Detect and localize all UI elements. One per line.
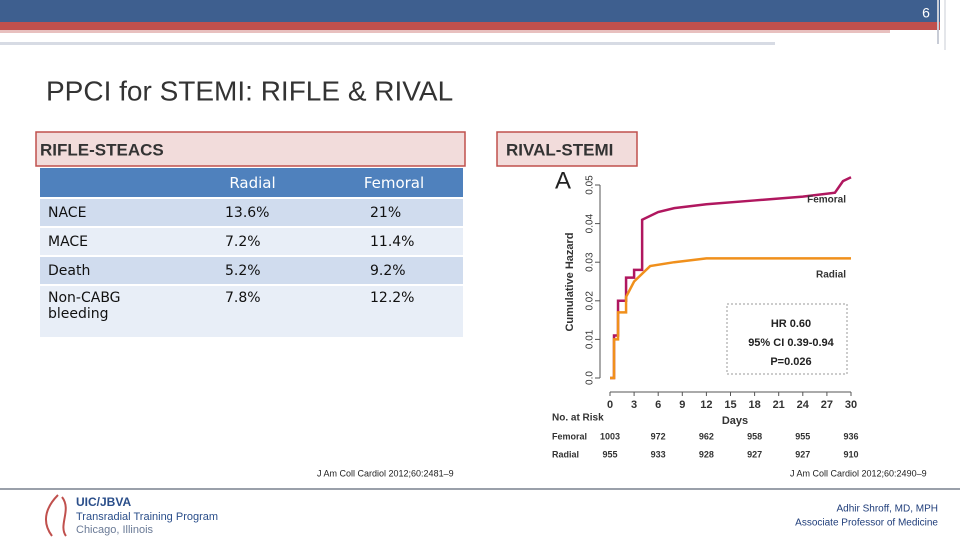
- citation: J Am Coll Cardiol 2012;60:2481–9: [317, 468, 454, 478]
- at-risk-count: 910: [843, 449, 858, 459]
- at-risk-count: 1003: [600, 431, 620, 441]
- at-risk-count: 962: [699, 431, 714, 441]
- section-heading-box: [35, 131, 466, 167]
- annotation: P=0.026: [770, 356, 811, 368]
- at-risk-title: No. at Risk: [552, 413, 604, 424]
- value-cell: 7.8%: [180, 285, 325, 339]
- table-row: NACE 13.6% 21%: [40, 198, 463, 228]
- value-cell: 9.2%: [325, 256, 463, 286]
- label-cell: MACE: [40, 227, 180, 257]
- y-tick-label: 0.01: [585, 329, 596, 349]
- table-row: Death 5.2% 9.2%: [40, 256, 463, 286]
- at-risk-count: 936: [843, 431, 858, 441]
- at-risk-count: 972: [651, 431, 666, 441]
- at-risk-count: 955: [602, 449, 617, 459]
- series-label: Radial: [816, 270, 846, 281]
- value-cell: 13.6%: [180, 198, 325, 228]
- accent-line: [0, 42, 775, 45]
- at-risk-count: 958: [747, 431, 762, 441]
- annotation: HR 0.60: [771, 318, 811, 330]
- panel-label: A: [555, 167, 571, 194]
- logo-text: Chicago, Illinois: [76, 524, 154, 536]
- x-tick-label: 24: [797, 399, 810, 411]
- logo-mark: [44, 494, 67, 537]
- y-tick-label: 0.05: [585, 175, 596, 195]
- header-cell: Femoral: [325, 168, 463, 199]
- logo-text: UIC/JBVA: [76, 495, 131, 509]
- logo-text: Transradial Training Program: [76, 511, 218, 523]
- section-heading: RIVAL-STEMI: [506, 140, 613, 159]
- x-tick-label: 30: [845, 399, 857, 411]
- x-axis-label: Days: [722, 415, 748, 427]
- y-tick-label: 0.04: [585, 213, 596, 233]
- x-tick-label: 6: [655, 399, 661, 411]
- annotation-box: [726, 303, 848, 375]
- x-tick-label: 3: [631, 399, 637, 411]
- top-band: [0, 0, 940, 22]
- section-heading-box: [496, 131, 638, 167]
- header-cell: [40, 168, 180, 199]
- y-tick-label: 0.03: [585, 252, 596, 272]
- at-risk-name: Radial: [552, 449, 579, 459]
- x-tick-label: 18: [748, 399, 760, 411]
- at-risk-count: 927: [795, 449, 810, 459]
- at-risk-count: 928: [699, 449, 714, 459]
- label-cell: Non-CABG bleeding: [40, 285, 180, 339]
- label-cell: Death: [40, 256, 180, 286]
- x-tick-label: 0: [607, 399, 613, 411]
- value-cell: 7.2%: [180, 227, 325, 257]
- value-cell: 5.2%: [180, 256, 325, 286]
- x-tick-label: 9: [679, 399, 685, 411]
- label-cell: NACE: [40, 198, 180, 228]
- at-risk-count: 927: [747, 449, 762, 459]
- value-cell: 12.2%: [325, 285, 463, 339]
- x-tick-label: 15: [724, 399, 736, 411]
- accent-line: [0, 30, 890, 33]
- y-tick-label: 0.0: [585, 371, 596, 385]
- table-row: Non-CABG bleeding 7.8% 12.2%: [40, 285, 463, 339]
- at-risk-count: 955: [795, 431, 810, 441]
- x-tick-label: 27: [821, 399, 833, 411]
- y-axis-label: Cumulative Hazard: [564, 232, 576, 331]
- author: Adhir Shroff, MD, MPH: [836, 504, 938, 515]
- header-cell: Radial: [180, 168, 325, 199]
- x-tick-label: 12: [700, 399, 712, 411]
- results-table: Radial Femoral NACE 13.6% 21% MACE 7.2% 11.4%…: [40, 168, 463, 339]
- at-risk-name: Femoral: [552, 431, 587, 441]
- page-number: 6: [922, 5, 930, 21]
- series-label: Femoral: [807, 195, 846, 206]
- annotation: 95% CI 0.39-0.94: [748, 337, 834, 349]
- value-cell: 21%: [325, 198, 463, 228]
- red-band: [0, 22, 940, 30]
- y-tick-label: 0.02: [585, 291, 596, 311]
- citation: J Am Coll Cardiol 2012;60:2490–9: [790, 468, 927, 478]
- value-cell: 11.4%: [325, 227, 463, 257]
- section-heading: RIFLE-STEACS: [40, 140, 164, 159]
- slide-title: PPCI for STEMI: RIFLE & RIVAL: [46, 75, 453, 106]
- table-row: MACE 7.2% 11.4%: [40, 227, 463, 257]
- at-risk-count: 933: [651, 449, 666, 459]
- x-tick-label: 21: [773, 399, 785, 411]
- author-role: Associate Professor of Medicine: [795, 518, 938, 529]
- curve: [610, 257, 851, 380]
